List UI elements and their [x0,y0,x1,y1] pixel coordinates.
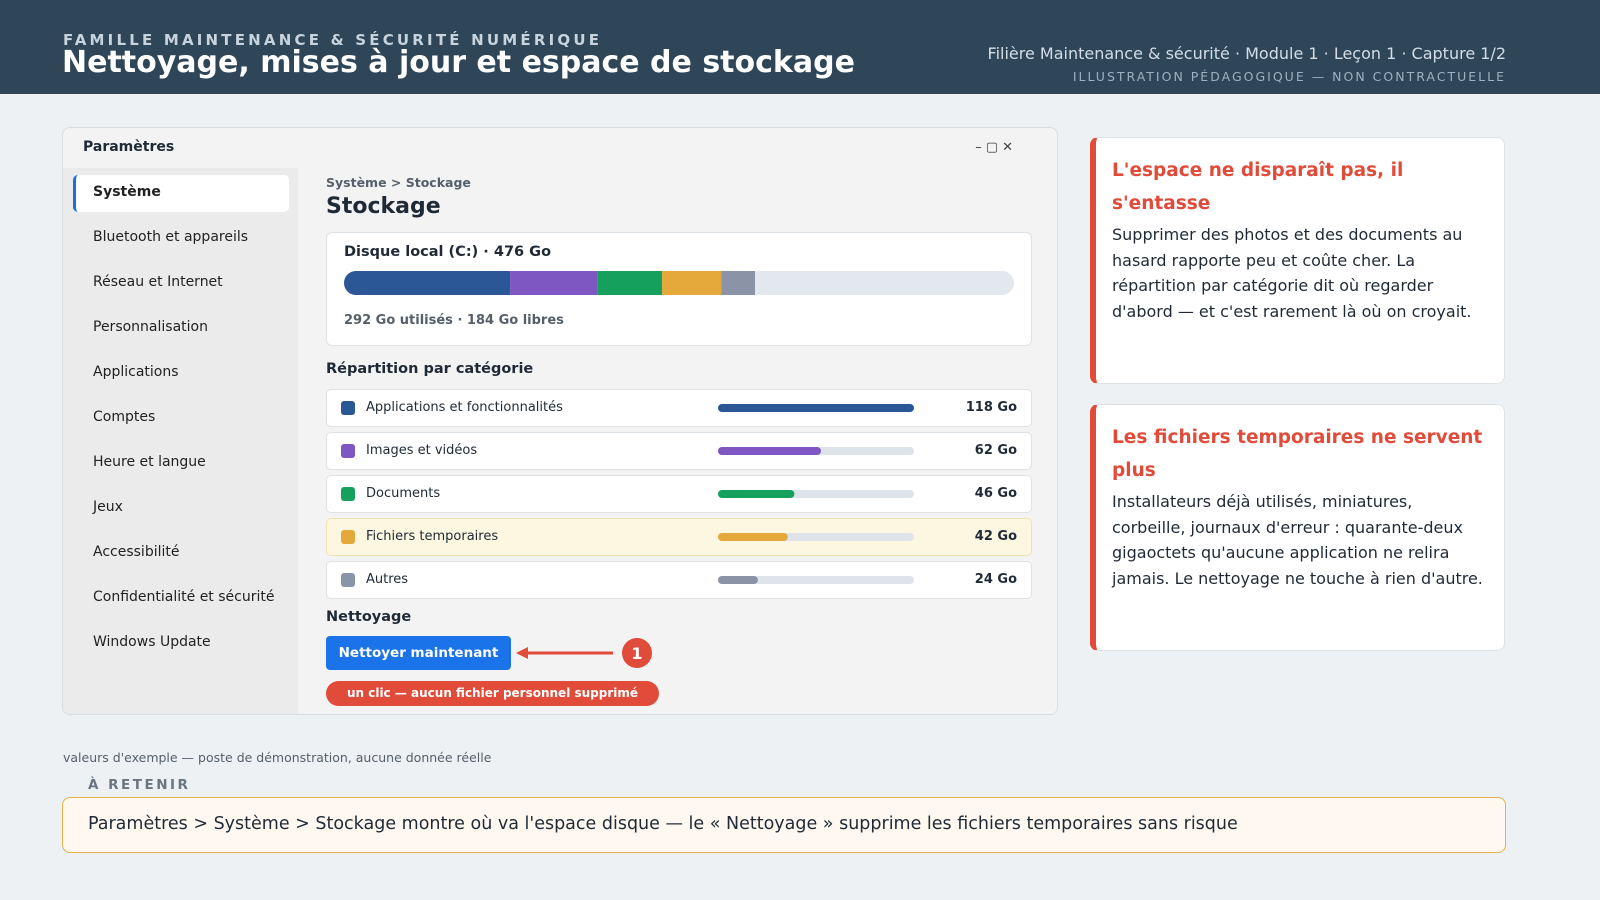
category-name: Applications et fonctionnalités [366,400,563,415]
callout: 1 [516,638,652,668]
disk-bar [344,271,1014,295]
category-name: Fichiers temporaires [366,529,499,544]
takeaway-label: À RETENIR [88,777,191,793]
kicker: FAMILLE MAINTENANCE & SÉCURITÉ NUMÉRIQUE [63,31,603,49]
takeaway: Paramètres > Système > Stockage montre o… [62,797,1506,853]
category-bar [718,490,914,498]
category-swatch [341,444,355,458]
category-bar-fill [718,404,914,412]
header: FAMILLE MAINTENANCE & SÉCURITÉ NUMÉRIQUE… [0,0,1600,94]
window-title: Paramètres [83,139,175,155]
category-bar [718,404,914,412]
nav-item[interactable]: Personnalisation [93,319,208,335]
category-row: Images et vidéos 62 Go [326,432,1032,470]
category-value: 62 Go [974,443,1017,458]
category-row: Applications et fonctionnalités 118 Go [326,389,1032,427]
disclaimer: ILLUSTRATION PÉDAGOGIQUE — NON CONTRACTU… [1072,69,1506,84]
category-row: Autres 24 Go [326,561,1032,599]
footnote: valeurs d'exemple — poste de démonstrati… [63,750,492,765]
cleanup-button[interactable]: Nettoyer maintenant [326,636,511,670]
category-value: 118 Go [965,400,1017,415]
cleanup-title: Nettoyage [326,609,412,625]
window-controls: – ▢ ✕ [975,140,1013,155]
category-swatch [341,530,355,544]
disk-label: Disque local (C:) · 476 Go [344,244,552,260]
nav-item[interactable]: Heure et langue [93,454,206,470]
callout-badge [622,638,652,668]
category-bar-fill [718,576,758,584]
info-card: L'espace ne disparaît pas, il s'entasse S… [1090,137,1505,384]
category-bar-fill [718,490,795,498]
nav-item[interactable]: Applications [93,364,179,380]
category-swatch [341,573,355,587]
category-swatch [341,487,355,501]
category-value: 42 Go [974,529,1017,544]
disk-segment [662,271,722,295]
nav-item[interactable]: Bluetooth et appareils [93,229,249,245]
card-body: Supprimer des photos et des documents au… [1112,225,1472,321]
nav-item[interactable]: Accessibilité [93,544,180,560]
disk-summary: 292 Go utilisés · 184 Go libres [344,313,564,328]
category-bar [718,576,914,584]
category-bar [718,533,914,541]
info-card: Les fichiers temporaires ne servent plus… [1090,404,1505,651]
nav-item[interactable]: Windows Update [93,634,211,650]
category-row: Fichiers temporaires 42 Go [326,518,1032,556]
disk-segment [344,271,511,295]
category-bar-fill [718,447,821,455]
category-name: Images et vidéos [366,443,478,458]
callout-number: 1 [631,644,642,663]
pill: un clic — aucun fichier personnel suppri… [326,681,659,706]
nav-item[interactable]: Comptes [93,409,156,425]
category-value: 24 Go [974,572,1017,587]
title: Nettoyage, mises à jour et espace de sto… [62,45,855,80]
nav-item[interactable]: Réseau et Internet [93,274,223,290]
disk-card: Disque local (C:) · 476 Go 292 Go utilis… [326,232,1032,346]
breadcrumb: Système > Stockage [326,175,471,190]
category-row: Documents 46 Go [326,475,1032,513]
heading: Stockage [326,194,441,219]
breakdown-title: Répartition par catégorie [326,361,534,377]
disk-segment [597,271,663,295]
window-control[interactable]: ✕ [1002,140,1013,155]
card-title: L'espace ne disparaît pas, il s'entasse [1112,160,1404,214]
disk-segment [721,271,756,295]
sidebar: Système Bluetooth et appareils Réseau et I… [63,168,298,714]
card-body: Installateurs déjà utilisés, miniatures,… [1112,492,1483,588]
category-value: 46 Go [974,486,1017,501]
category-bar-fill [718,533,788,541]
category-name: Documents [366,486,441,501]
card-title: Les fichiers temporaires ne servent plus [1112,427,1483,481]
arrow-head [516,647,528,659]
meta: Filière Maintenance & sécurité · Module … [987,44,1506,63]
category-swatch [341,401,355,415]
nav-item[interactable]: Confidentialité et sécurité [93,589,275,605]
nav-item[interactable]: Jeux [93,499,123,515]
category-bar-track [718,576,914,584]
category-bar [718,447,914,455]
window-control[interactable]: ▢ [985,140,999,155]
category-name: Autres [366,572,409,587]
window-control[interactable]: – [975,140,982,155]
main-pane: Système > Stockage Stockage Disque local… [298,168,1057,714]
settings-window: Paramètres – ▢ ✕ Système Bluetooth et appar… [62,127,1058,715]
disk-segment [510,271,598,295]
nav-item[interactable]: Système [73,175,289,212]
